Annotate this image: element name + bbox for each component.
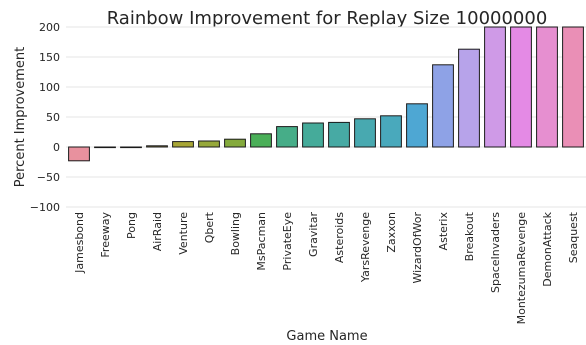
x-tick-label: Seaquest xyxy=(567,211,580,263)
x-tick-label: Freeway xyxy=(99,212,112,258)
chart-title: Rainbow Improvement for Replay Size 1000… xyxy=(107,8,548,29)
x-tick-label: DemonAttack xyxy=(541,211,554,286)
bar xyxy=(250,133,272,148)
x-tick-label: Zaxxon xyxy=(385,212,398,253)
bar xyxy=(536,26,558,148)
x-tick-label: Jamesbond xyxy=(73,212,86,274)
bar xyxy=(484,26,506,148)
bar xyxy=(276,126,298,148)
bar xyxy=(146,145,168,148)
y-axis-label: Percent Improvement xyxy=(13,47,28,188)
bar xyxy=(198,140,220,148)
bar xyxy=(510,26,532,148)
y-axis: −100 −50 0 50 100 150 200 xyxy=(30,21,60,214)
x-tick-label: Gravitar xyxy=(307,212,320,257)
y-tick-label: 50 xyxy=(46,111,60,124)
bar xyxy=(562,26,584,148)
bar xyxy=(302,122,324,148)
bar xyxy=(406,103,428,148)
x-axis-label: Game Name xyxy=(286,329,367,344)
bar xyxy=(458,48,480,148)
x-tick-label: YarsRevenge xyxy=(359,212,372,283)
bar xyxy=(120,146,142,149)
x-axis: Jamesbond Freeway Pong AirRaid Venture Qbert B… xyxy=(73,211,580,324)
x-tick-label: Venture xyxy=(177,212,190,255)
bar xyxy=(432,64,454,148)
y-tick-label: −100 xyxy=(30,201,60,214)
y-tick-label: 150 xyxy=(39,51,60,64)
x-tick-label: WizardOfWor xyxy=(411,212,424,284)
bar xyxy=(94,146,116,149)
bars xyxy=(68,26,584,162)
bar xyxy=(354,118,376,148)
grid xyxy=(66,26,586,208)
y-tick-label: −50 xyxy=(37,171,60,184)
bar xyxy=(328,121,350,148)
x-tick-label: AirRaid xyxy=(151,212,164,251)
x-tick-label: MontezumaRevenge xyxy=(515,212,528,325)
x-tick-label: Breakout xyxy=(463,211,476,261)
bar xyxy=(224,138,246,148)
x-tick-label: Asterix xyxy=(437,212,450,251)
bar xyxy=(380,115,402,148)
bar xyxy=(172,141,194,148)
y-tick-label: 200 xyxy=(39,21,60,34)
x-tick-label: Asteroids xyxy=(333,212,346,263)
x-tick-label: Pong xyxy=(125,212,138,239)
y-tick-label: 100 xyxy=(39,81,60,94)
x-tick-label: Qbert xyxy=(203,211,216,243)
x-tick-label: PrivateEye xyxy=(281,212,294,271)
bar xyxy=(68,146,90,162)
y-tick-label: 0 xyxy=(53,141,60,154)
x-tick-label: MsPacman xyxy=(255,212,268,271)
x-tick-label: SpaceInvaders xyxy=(489,212,502,293)
x-tick-label: Bowling xyxy=(229,212,242,255)
